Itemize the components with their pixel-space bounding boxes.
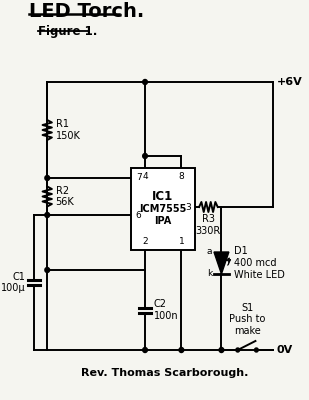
Text: 2: 2 bbox=[142, 237, 148, 246]
Text: LED Torch.: LED Torch. bbox=[29, 2, 144, 21]
Circle shape bbox=[143, 154, 147, 158]
Text: S1
Push to
make: S1 Push to make bbox=[229, 303, 265, 336]
Text: 0V: 0V bbox=[276, 345, 293, 355]
Text: R1
150K: R1 150K bbox=[56, 119, 80, 141]
Circle shape bbox=[143, 348, 147, 352]
Text: Rev. Thomas Scarborough.: Rev. Thomas Scarborough. bbox=[81, 368, 248, 378]
Circle shape bbox=[179, 348, 184, 352]
Text: 1: 1 bbox=[179, 237, 184, 246]
Circle shape bbox=[255, 348, 258, 352]
Text: 6: 6 bbox=[136, 210, 142, 220]
Circle shape bbox=[45, 176, 49, 180]
Text: IC1: IC1 bbox=[152, 190, 173, 204]
Text: R2
56K: R2 56K bbox=[56, 186, 74, 207]
Text: R3
330R: R3 330R bbox=[196, 214, 221, 236]
Text: +6V: +6V bbox=[276, 77, 302, 87]
Text: a: a bbox=[207, 248, 212, 256]
Text: C1
100µ: C1 100µ bbox=[1, 272, 25, 293]
Text: 7: 7 bbox=[136, 174, 142, 182]
Text: 8: 8 bbox=[179, 172, 184, 181]
FancyBboxPatch shape bbox=[131, 168, 195, 250]
Text: IPA: IPA bbox=[154, 216, 171, 226]
Polygon shape bbox=[214, 252, 229, 274]
Circle shape bbox=[236, 348, 239, 352]
Circle shape bbox=[45, 268, 49, 272]
Text: D1
400 mcd
White LED: D1 400 mcd White LED bbox=[234, 246, 284, 280]
Text: k: k bbox=[207, 270, 212, 278]
Text: 4: 4 bbox=[142, 172, 148, 181]
Circle shape bbox=[143, 80, 147, 84]
Text: Figure 1.: Figure 1. bbox=[38, 25, 97, 38]
Text: C2
100n: C2 100n bbox=[154, 299, 179, 321]
Circle shape bbox=[219, 348, 224, 352]
Text: ICM7555: ICM7555 bbox=[139, 204, 186, 214]
Circle shape bbox=[45, 212, 49, 218]
Text: 3: 3 bbox=[185, 202, 191, 212]
